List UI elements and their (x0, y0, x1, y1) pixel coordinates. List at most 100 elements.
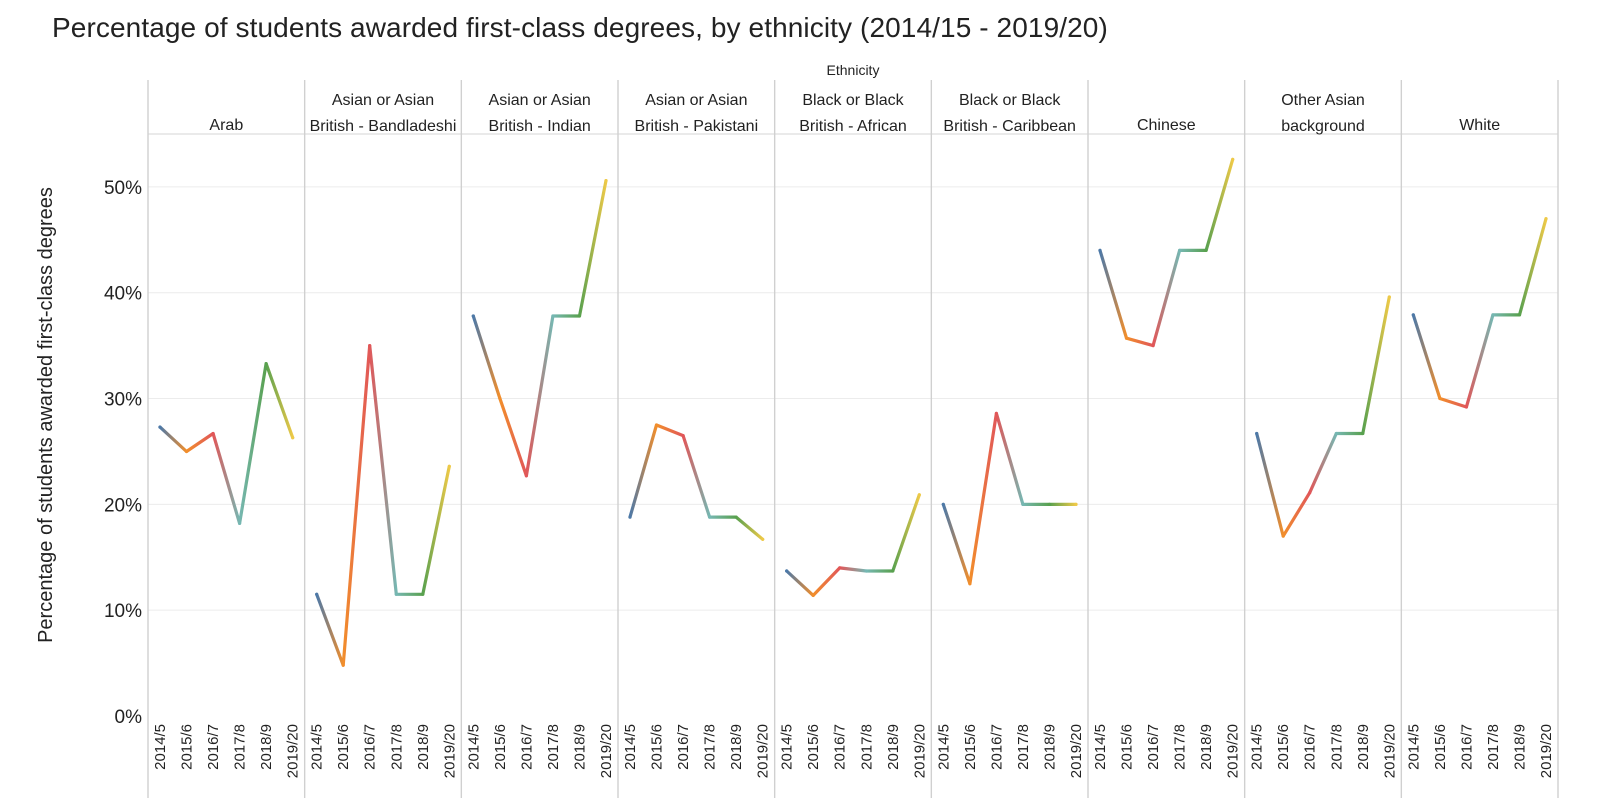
data-point-black-or-black-british-african-2019-20 (917, 493, 921, 497)
x-tick-label-asian-or-asian-british-bandladeshi-2017-8: 2017/8 (388, 724, 405, 770)
panel-header-arab: Arab (209, 117, 243, 134)
data-point-arab-2019-20 (291, 436, 295, 440)
x-tick-label-arab-2019-20: 2019/20 (285, 724, 302, 778)
x-tick-label-black-or-black-british-caribbean-2019-20: 2019/20 (1068, 724, 1085, 778)
panel-header-asian-or-asian-british-indian-line-2: British - Indian (489, 118, 591, 135)
data-point-arab-2016-7 (211, 431, 215, 436)
x-tick-label-white-2014-5: 2014/5 (1405, 724, 1422, 770)
data-point-black-or-black-british-caribbean-2014-5 (941, 502, 945, 506)
data-point-asian-or-asian-british-bandladeshi-2018-9 (421, 592, 425, 596)
x-tick-label-chinese-2019-20: 2019/20 (1225, 724, 1242, 778)
x-tick-label-asian-or-asian-british-bandladeshi-2018-9: 2018/9 (415, 724, 432, 770)
x-tick-label-asian-or-asian-british-indian-2018-9: 2018/9 (572, 724, 589, 770)
data-point-asian-or-asian-british-bandladeshi-2017-8 (394, 592, 398, 596)
x-tick-label-other-asian-background-2017-8: 2017/8 (1328, 724, 1345, 770)
x-tick-label-asian-or-asian-british-pakistani-2015-6: 2015/6 (649, 724, 666, 770)
x-tick-label-other-asian-background-2015-6: 2015/6 (1275, 724, 1292, 770)
x-tick-label-chinese-2016-7: 2016/7 (1145, 724, 1162, 770)
x-tick-label-white-2015-6: 2015/6 (1432, 724, 1449, 770)
data-point-asian-or-asian-british-bandladeshi-2016-7 (368, 344, 372, 348)
x-tick-label-black-or-black-british-african-2015-6: 2015/6 (805, 724, 822, 770)
data-point-asian-or-asian-british-indian-2015-6 (498, 396, 502, 401)
x-tick-label-arab-2017-8: 2017/8 (232, 724, 249, 770)
x-tick-label-asian-or-asian-british-pakistani-2018-9: 2018/9 (728, 724, 745, 770)
x-tick-label-black-or-black-british-caribbean-2018-9: 2018/9 (1042, 724, 1059, 770)
x-tick-label-arab-2016-7: 2016/7 (205, 724, 222, 770)
panel-header-black-or-black-british-caribbean-line-1: Black or Black (959, 92, 1061, 109)
data-point-white-2016-7 (1464, 405, 1468, 409)
x-tick-label-chinese-2018-9: 2018/9 (1198, 724, 1215, 770)
x-tick-label-asian-or-asian-british-indian-2014-5: 2014/5 (465, 724, 482, 770)
x-tick-label-asian-or-asian-british-bandladeshi-2014-5: 2014/5 (309, 724, 326, 770)
data-point-arab-2017-8 (238, 521, 242, 526)
data-point-asian-or-asian-british-pakistani-2019-20 (761, 537, 765, 541)
data-point-asian-or-asian-british-bandladeshi-2014-5 (315, 592, 319, 596)
chart-title: Percentage of students awarded first-cla… (52, 12, 1108, 43)
x-tick-label-other-asian-background-2014-5: 2014/5 (1249, 724, 1266, 770)
x-tick-label-asian-or-asian-british-indian-2019-20: 2019/20 (598, 724, 615, 778)
x-tick-label-arab-2018-9: 2018/9 (258, 724, 275, 770)
y-tick-label-20: 20% (104, 495, 142, 516)
x-tick-label-chinese-2017-8: 2017/8 (1172, 724, 1189, 770)
data-point-black-or-black-british-african-2016-7 (838, 566, 842, 570)
x-tick-label-chinese-2015-6: 2015/6 (1119, 724, 1136, 770)
y-tick-label-0: 0% (115, 707, 143, 728)
x-tick-label-black-or-black-british-caribbean-2015-6: 2015/6 (962, 724, 979, 770)
data-point-black-or-black-british-african-2018-9 (891, 569, 895, 573)
data-point-other-asian-background-2014-5 (1255, 431, 1259, 436)
panel-header-other-asian-background-line-1: Other Asian (1281, 92, 1365, 109)
data-point-white-2018-9 (1517, 313, 1522, 317)
data-point-arab-2014-5 (158, 425, 162, 429)
panel-header-black-or-black-british-african-line-1: Black or Black (802, 92, 904, 109)
x-tick-label-asian-or-asian-british-bandladeshi-2015-6: 2015/6 (335, 724, 352, 770)
data-point-black-or-black-british-african-2015-6 (811, 593, 815, 598)
data-point-other-asian-background-2015-6 (1281, 534, 1285, 538)
data-point-asian-or-asian-british-bandladeshi-2019-20 (447, 464, 451, 468)
data-point-chinese-2018-9 (1204, 248, 1208, 252)
data-point-black-or-black-british-caribbean-2015-6 (968, 582, 972, 586)
series-line-asian-or-asian-british-bandladeshi (315, 344, 451, 667)
data-point-asian-or-asian-british-indian-2014-5 (471, 314, 475, 318)
data-point-asian-or-asian-british-pakistani-2014-5 (628, 515, 632, 519)
y-tick-label-10: 10% (104, 601, 142, 622)
data-point-arab-2018-9 (264, 362, 268, 366)
x-tick-label-other-asian-background-2016-7: 2016/7 (1302, 724, 1319, 770)
x-tick-label-black-or-black-british-african-2018-9: 2018/9 (885, 724, 902, 770)
x-tick-label-chinese-2014-5: 2014/5 (1092, 724, 1109, 770)
data-point-asian-or-asian-british-indian-2018-9 (577, 314, 582, 318)
data-point-asian-or-asian-british-pakistani-2015-6 (654, 423, 659, 427)
data-point-arab-2015-6 (184, 449, 189, 454)
series-line-asian-or-asian-british-indian (471, 179, 608, 478)
data-point-asian-or-asian-british-indian-2017-8 (551, 314, 555, 318)
panel-header-asian-or-asian-british-pakistani-line-1: Asian or Asian (645, 92, 747, 109)
panel-header-asian-or-asian-british-bandladeshi-line-2: British - Bandladeshi (310, 118, 457, 135)
series-line-black-or-black-british-caribbean (941, 411, 1078, 586)
x-tick-label-other-asian-background-2018-9: 2018/9 (1355, 724, 1372, 770)
series-line-black-or-black-british-african (785, 493, 921, 597)
data-point-black-or-black-british-african-2017-8 (864, 569, 868, 573)
data-point-other-asian-background-2016-7 (1308, 491, 1312, 495)
x-tick-label-black-or-black-british-caribbean-2017-8: 2017/8 (1015, 724, 1032, 770)
data-point-chinese-2015-6 (1124, 336, 1129, 340)
data-point-other-asian-background-2018-9 (1361, 431, 1365, 436)
x-tick-label-asian-or-asian-british-indian-2017-8: 2017/8 (545, 724, 562, 770)
panel-header-asian-or-asian-british-indian-line-1: Asian or Asian (489, 92, 591, 109)
x-tick-label-asian-or-asian-british-pakistani-2016-7: 2016/7 (675, 724, 692, 770)
x-tick-label-asian-or-asian-british-pakistani-2017-8: 2017/8 (702, 724, 719, 770)
data-point-chinese-2019-20 (1231, 157, 1235, 161)
data-point-chinese-2016-7 (1151, 344, 1155, 348)
data-point-white-2017-8 (1491, 313, 1495, 317)
x-tick-label-asian-or-asian-british-pakistani-2014-5: 2014/5 (622, 724, 639, 770)
data-point-black-or-black-british-caribbean-2017-8 (1021, 502, 1025, 506)
x-tick-label-black-or-black-british-african-2014-5: 2014/5 (779, 724, 796, 770)
series-line-arab (158, 362, 295, 525)
x-tick-label-asian-or-asian-british-indian-2015-6: 2015/6 (492, 724, 509, 770)
y-tick-label-50: 50% (104, 178, 142, 199)
data-point-black-or-black-british-caribbean-2018-9 (1047, 502, 1052, 506)
data-point-asian-or-asian-british-bandladeshi-2015-6 (341, 663, 345, 667)
data-point-white-2019-20 (1544, 217, 1548, 221)
x-tick-label-white-2017-8: 2017/8 (1485, 724, 1502, 770)
data-point-asian-or-asian-british-pakistani-2016-7 (681, 434, 685, 438)
panel-header-asian-or-asian-british-bandladeshi-line-1: Asian or Asian (332, 92, 434, 109)
